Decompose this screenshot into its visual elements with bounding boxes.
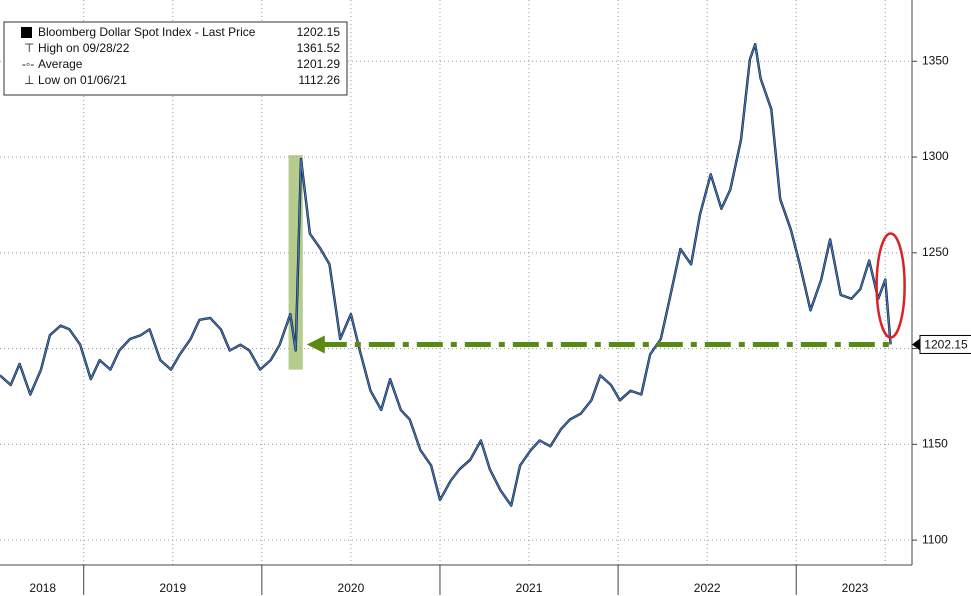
y-tick-label: 1100 bbox=[922, 532, 948, 546]
legend-glyph: ⊥ bbox=[24, 73, 34, 87]
arrow-head bbox=[306, 335, 325, 354]
legend-value: 1112.26 bbox=[298, 73, 340, 87]
y-tick-label: 1250 bbox=[922, 245, 949, 259]
y-tick-label: 1150 bbox=[922, 437, 948, 451]
legend-glyph: -◦- bbox=[22, 57, 34, 71]
x-tick-label: 2018 bbox=[29, 581, 56, 595]
legend-label: Low on 01/06/21 bbox=[38, 73, 127, 87]
legend-value: 1361.52 bbox=[297, 41, 341, 55]
legend-label: Bloomberg Dollar Spot Index - Last Price bbox=[38, 25, 256, 39]
legend: ⊤ -◦- ⊥ Bloomberg Dollar Spot Index - La… bbox=[3, 21, 348, 96]
line bbox=[0, 43, 892, 507]
y-tick-label: 1300 bbox=[922, 149, 949, 163]
x-tick-label: 2022 bbox=[694, 581, 721, 595]
legend-value: 1201.29 bbox=[297, 57, 341, 71]
x-tick-label: 2023 bbox=[842, 581, 869, 595]
legend-box bbox=[3, 21, 348, 96]
x-tick-label: 2021 bbox=[516, 581, 543, 595]
legend-label: Average bbox=[38, 57, 83, 71]
legend-glyph: ⊤ bbox=[24, 41, 34, 55]
legend-swatch bbox=[21, 27, 32, 38]
x-tick-label: 2019 bbox=[159, 581, 186, 595]
highlight-circle bbox=[875, 232, 906, 339]
x-tick-label: 2020 bbox=[338, 581, 365, 595]
last-price-pointer bbox=[912, 338, 920, 351]
legend-value: 1202.15 bbox=[297, 25, 341, 39]
y-tick-label: 1350 bbox=[922, 53, 949, 67]
last-price-label: 1202.15 bbox=[924, 338, 968, 352]
legend-label: High on 09/28/22 bbox=[38, 41, 130, 55]
